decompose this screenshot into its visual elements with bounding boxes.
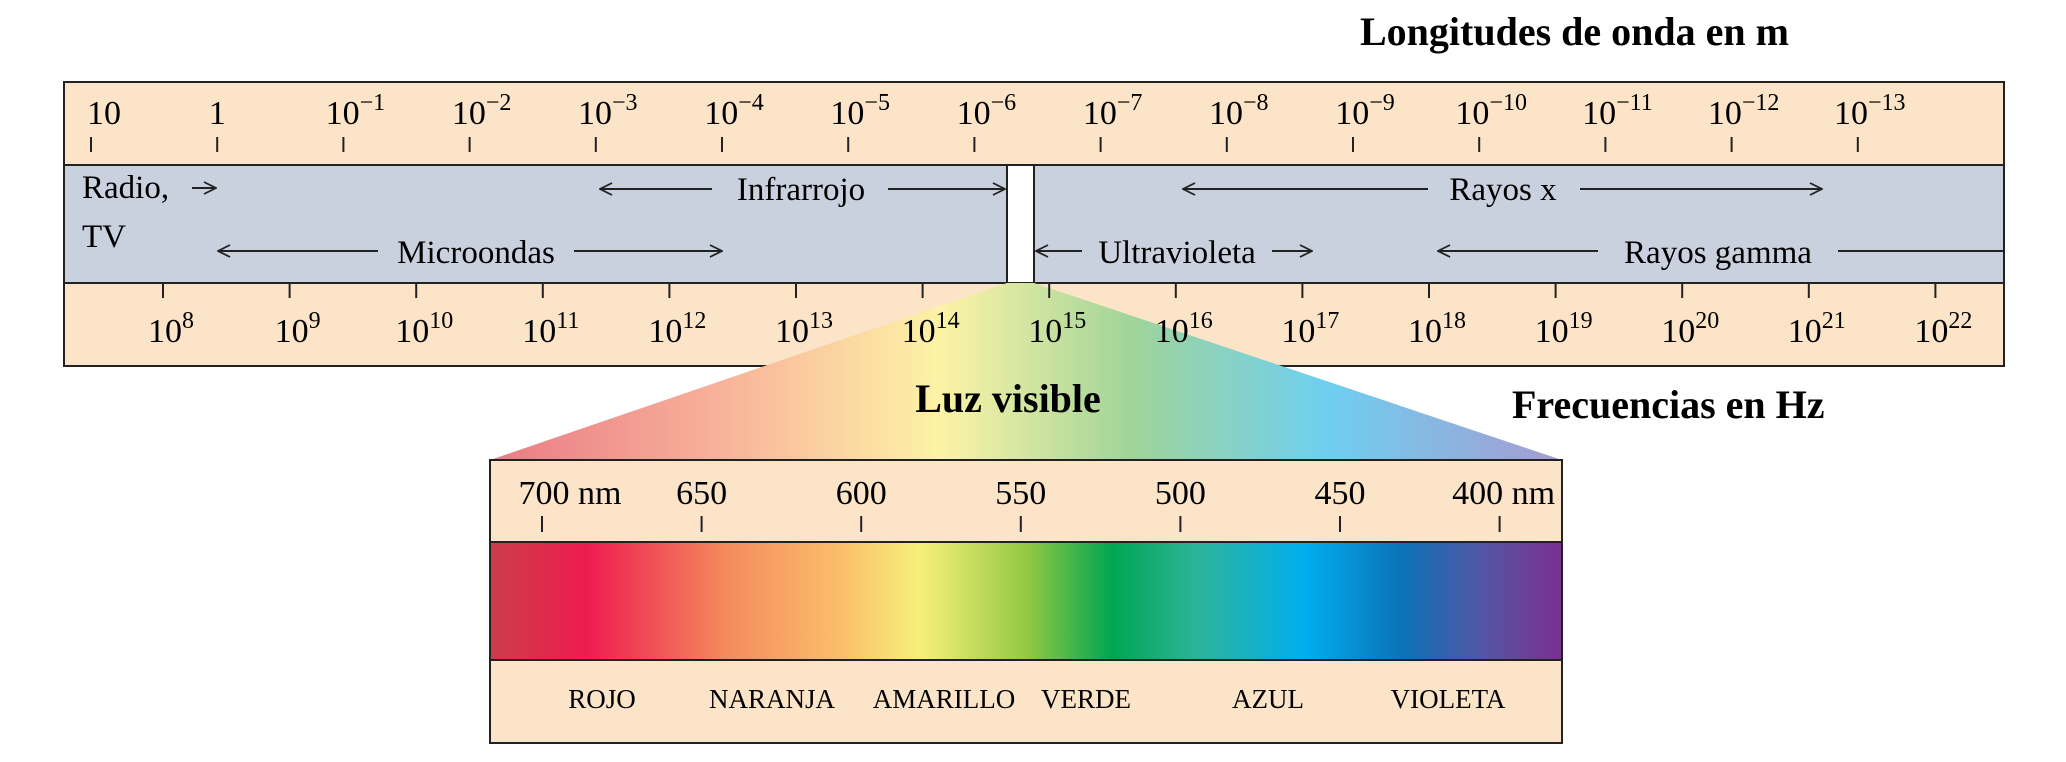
wavelength-tick-label: 10−1 [326,90,386,132]
wavelength-tick-label: 10−9 [1335,90,1395,132]
frequency-tick-label: 1018 [1408,308,1466,350]
frequency-tick-label: 1021 [1788,308,1846,350]
color-names-band [489,659,1563,744]
wavelength-tick-label: 10−2 [452,90,512,132]
wavelength-tick-label: 10−5 [830,90,890,132]
visible-scale-band [489,459,1563,543]
color-name-label: AMARILLO [873,684,1016,714]
frequency-tick-label: 1015 [1028,308,1086,350]
color-name-label: AZUL [1232,684,1304,714]
frequency-tick-label: 1012 [648,308,706,350]
visible-light-fan [490,283,1562,460]
microwaves-label: Microondas [397,235,555,271]
frequency-tick-label: 1020 [1661,308,1719,350]
radio-label: Radio, [82,170,169,206]
wavelength-tick-label: 10−10 [1455,90,1527,132]
gamma-label: Rayos gamma [1624,235,1812,271]
wavelength-tick-label: 10−12 [1708,90,1780,132]
wavelength-ticks: 10 1 10−1 10−2 10−3 10−4 10−5 10−6 10−7 10−8 10−9 1… [87,90,1906,152]
frequency-ticks: 108 109 1010 1011 1012 1013 1014 1015 1016 1017 10… [148,283,1972,350]
visible-tick-label: 550 [995,475,1046,512]
frequency-tick-label: 1010 [395,308,453,350]
color-name-label: NARANJA [709,684,836,714]
visible-tick-label: 650 [676,475,727,512]
visible-tick-label: 600 [836,475,887,512]
xrays-label: Rayos x [1449,172,1557,208]
visible-tick-label: 700 nm [519,475,622,512]
visible-light-title: Luz visible [915,376,1101,421]
frequency-tick-label: 1019 [1535,308,1593,350]
color-names: ROJO NARANJA AMARILLO VERDE AZUL VIOLETA [568,684,1506,714]
visible-gap [1006,164,1035,284]
region-labels: Radio, TV Infrarrojo Microondas Rayos x … [82,170,2003,271]
visible-tick-label: 500 [1155,475,1206,512]
frequency-title: Frecuencias en Hz [1512,382,1825,427]
frequency-tick-label: 1011 [522,308,579,350]
color-name-label: VERDE [1041,684,1131,714]
visible-tick-label: 450 [1315,475,1366,512]
frequency-tick-label: 1013 [775,308,833,350]
frequency-tick-label: 109 [275,308,321,350]
wavelength-tick-label: 1 [209,95,226,132]
color-name-label: ROJO [568,684,636,714]
wavelength-tick-label: 10−4 [704,90,764,132]
wavelength-tick-label: 10−7 [1083,90,1143,132]
wavelength-tick-label: 10−13 [1834,90,1906,132]
wavelength-title: Longitudes de onda en m [1360,9,1789,54]
wavelength-tick-label: 10 [87,95,121,132]
frequency-tick-label: 1022 [1914,308,1972,350]
frequency-tick-label: 108 [148,308,194,350]
frequency-tick-label: 1016 [1155,308,1213,350]
visible-tick-label: 400 nm [1452,475,1555,512]
visible-wavelength-ticks: 700 nm 650 600 550 500 450 400 nm [519,475,1555,532]
infrared-label: Infrarrojo [737,172,865,208]
frequency-tick-label: 1014 [902,308,960,350]
tv-label: TV [82,219,126,255]
wavelength-tick-label: 10−6 [957,90,1017,132]
visible-spectrum [489,541,1563,661]
wavelength-band [63,81,2005,166]
wavelength-tick-label: 10−11 [1582,90,1653,132]
wavelength-tick-label: 10−8 [1209,90,1269,132]
ultraviolet-label: Ultravioleta [1098,235,1256,271]
color-name-label: VIOLETA [1391,684,1506,714]
wavelength-tick-label: 10−3 [578,90,638,132]
frequency-tick-label: 1017 [1281,308,1339,350]
